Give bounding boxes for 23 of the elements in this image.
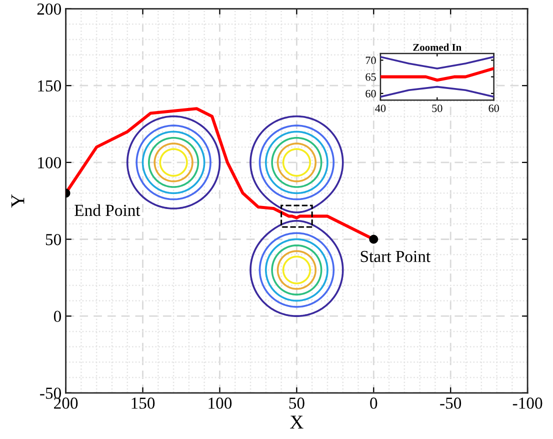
- x-tick-label: 100: [208, 398, 232, 409]
- x-tick-label: -50: [440, 398, 462, 409]
- x-tick-label: 40: [375, 104, 386, 112]
- x-tick-label: 150: [132, 398, 155, 409]
- chart-title: Zoomed In: [413, 44, 462, 51]
- x-tick-label: 50: [432, 104, 442, 112]
- y-tick-label: 60: [366, 90, 376, 98]
- y-tick-label: 50: [46, 234, 62, 246]
- x-tick-label: 60: [488, 104, 499, 112]
- y-tick-label: 0: [54, 310, 62, 322]
- y-tick-label: 150: [38, 80, 62, 92]
- y-tick-label: -50: [40, 388, 62, 399]
- y-tick-label: 200: [37, 3, 62, 15]
- x-tick-label: 200: [54, 398, 78, 409]
- y-tick-label: 65: [366, 73, 376, 81]
- y-axis-title: Y: [11, 194, 24, 208]
- annotation: End Point: [74, 204, 140, 216]
- x-tick-label: 50: [289, 398, 304, 409]
- annotation: Start Point: [360, 250, 430, 262]
- y-tick-label: 100: [38, 157, 62, 168]
- x-axis-title: X: [290, 416, 304, 428]
- y-tick-label: 70: [366, 56, 376, 64]
- x-tick-label: -100: [512, 398, 542, 409]
